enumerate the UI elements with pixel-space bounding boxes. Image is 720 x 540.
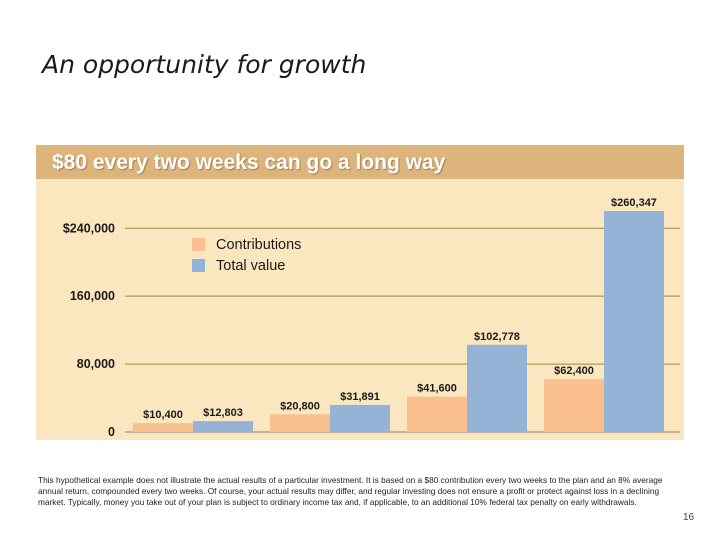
y-tick-label: 80,000 <box>77 357 115 371</box>
data-label: $102,778 <box>474 331 520 343</box>
bar-chart: 0 80,000 160,000 $240,000 $10,400 $12,803 Afte… <box>63 183 680 440</box>
x-tick-label: After 20 years <box>427 438 508 440</box>
y-tick-label: $240,000 <box>63 221 115 235</box>
data-label: $10,400 <box>143 409 183 421</box>
y-tick-label: 160,000 <box>70 289 115 303</box>
data-label: $31,891 <box>340 391 380 403</box>
data-label: $62,400 <box>554 365 594 377</box>
x-tick-label: After 10 years <box>290 438 371 440</box>
legend-label: Total value <box>216 258 285 274</box>
y-tick-label: 0 <box>108 425 115 439</box>
bar-total-value <box>604 211 664 432</box>
data-label: $41,600 <box>417 383 457 395</box>
chart-panel: $80 every two weeks can go a long way 0 8… <box>36 145 684 440</box>
legend-swatch <box>192 259 205 272</box>
x-tick-label: After 30 years <box>564 438 645 440</box>
data-label: $20,800 <box>280 400 320 412</box>
bar-contributions <box>270 414 330 432</box>
chart-header: $80 every two weeks can go a long way <box>36 145 684 179</box>
bar-contributions <box>133 423 193 432</box>
bar-total-value <box>467 344 527 432</box>
bar-contributions <box>407 396 467 432</box>
slide-title: An opportunity for growth <box>42 50 367 79</box>
legend-swatch <box>192 238 205 251</box>
legend-label: Contributions <box>216 237 301 253</box>
disclaimer-footnote: This hypothetical example does not illus… <box>38 475 663 507</box>
bar-total-value <box>330 404 390 432</box>
data-label: $12,803 <box>203 407 243 419</box>
x-tick-label: After 5 years <box>156 438 230 440</box>
chart-title: $80 every two weeks can go a long way <box>52 151 446 174</box>
page-number: 16 <box>683 512 695 523</box>
data-label: $260,347 <box>611 197 657 209</box>
bar-contributions <box>544 379 604 432</box>
bar-total-value <box>193 421 253 432</box>
